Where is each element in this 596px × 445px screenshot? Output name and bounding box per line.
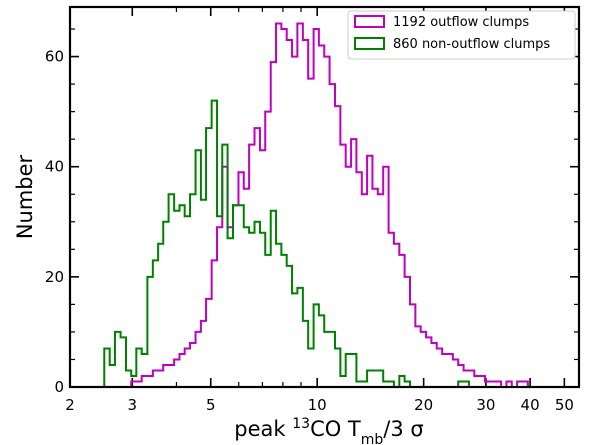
x-tick-label: 10 <box>308 396 327 414</box>
x-tick-label: 40 <box>521 396 540 414</box>
x-tick-label: 3 <box>127 396 137 414</box>
tick-labels-layer: 2 3 5 10 20 30 40 50 0 20 40 60 <box>45 48 574 414</box>
series-outflow-step <box>104 22 539 388</box>
x-axis-title: peak 13CO Tmb/3 σ <box>234 416 423 445</box>
plot-frame <box>68 5 581 389</box>
y-tick-label: 20 <box>45 268 64 286</box>
x-tick-label: 50 <box>555 396 574 414</box>
y-axis-title: Number <box>13 154 37 239</box>
legend-box <box>347 10 576 60</box>
legend: 1192 outflow clumps 860 non-outflow clum… <box>347 10 576 60</box>
x-axis-title-subscript: mb <box>361 432 384 445</box>
x-axis-title-species: CO T <box>310 417 361 441</box>
x-axis-title-suffix: /3 σ <box>383 417 423 441</box>
y-tick-label: 0 <box>54 378 64 396</box>
legend-swatch-non-outflow <box>354 37 385 50</box>
x-axis-title-prefix: peak <box>234 417 292 441</box>
legend-swatch-outflow <box>354 15 385 28</box>
series-non-outflow-step <box>103 99 539 388</box>
series-layer <box>103 22 539 388</box>
x-tick-label: 30 <box>476 396 495 414</box>
x-axis-title-mass: 13 <box>292 416 310 432</box>
x-tick-label: 5 <box>206 396 216 414</box>
x-tick-label: 20 <box>414 396 433 414</box>
legend-label-non-outflow: 860 non-outflow clumps <box>393 37 550 52</box>
y-tick-label: 40 <box>45 158 64 176</box>
legend-label-outflow: 1192 outflow clumps <box>393 15 529 30</box>
x-tick-label: 2 <box>65 396 75 414</box>
y-tick-label: 60 <box>45 48 64 66</box>
